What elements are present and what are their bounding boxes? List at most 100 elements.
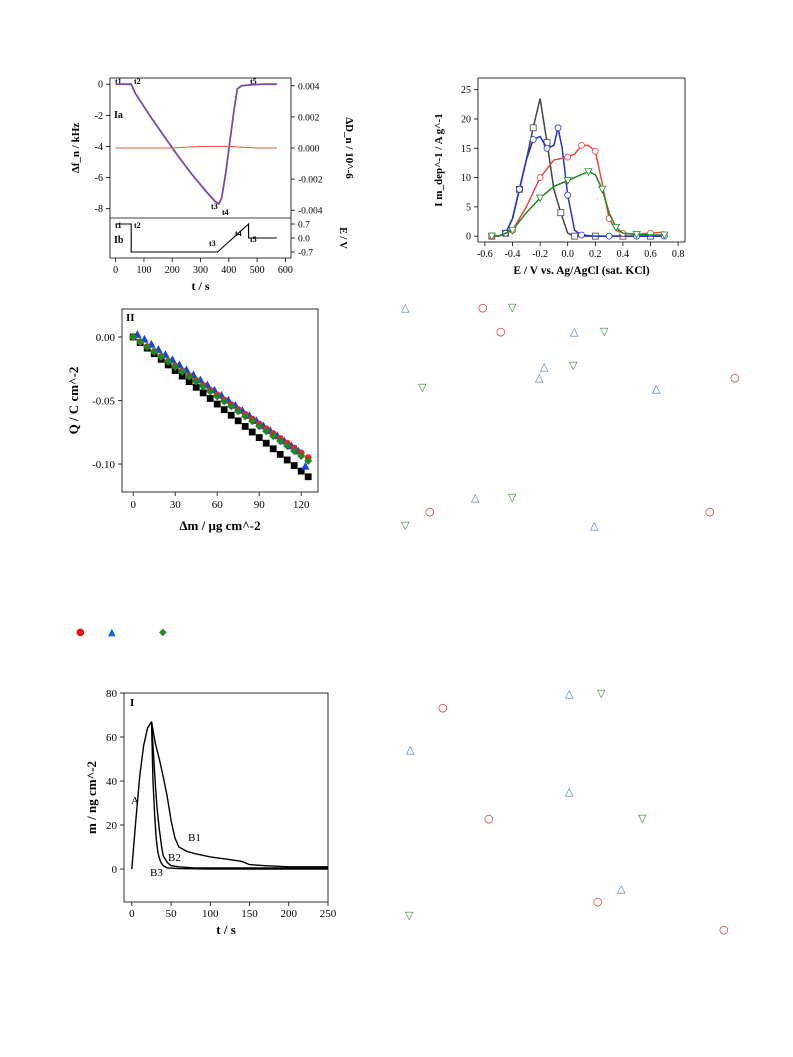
data-point: [543, 139, 551, 146]
series-line: [115, 222, 277, 253]
inline-symbol: ▽: [638, 812, 647, 825]
x-tick-label: 120: [293, 499, 310, 511]
data-point: [536, 174, 544, 181]
data-point: [164, 357, 173, 366]
data-point: [178, 367, 186, 375]
inline-symbol: △: [617, 882, 626, 895]
y-left-tick-label: -8: [95, 204, 103, 215]
y-right-tick-label: 0.000: [298, 145, 320, 155]
data-point: [259, 421, 268, 430]
plot-frame: [109, 77, 292, 259]
y-left-tick-label: -2: [95, 111, 103, 122]
data-point: [605, 232, 613, 240]
data-point: [297, 449, 305, 457]
x-tick-label: 50: [166, 908, 178, 920]
data-point: [154, 345, 163, 353]
series-line: [150, 721, 328, 869]
plot-frame: [121, 308, 319, 493]
inline-symbol: △: [565, 687, 574, 700]
data-point: [516, 185, 523, 193]
y-axis-label: I m_dep^-1 / A g^-1: [433, 113, 445, 206]
data-point: [290, 444, 298, 452]
data-point: [157, 352, 166, 361]
data-point: [171, 367, 179, 374]
data-point: [143, 343, 151, 351]
data-point: [598, 185, 607, 194]
x-tick-label: 0.0: [561, 249, 574, 260]
data-point: [203, 380, 212, 389]
y-axis-label: m / ng cm^-2: [84, 761, 99, 834]
e-axis-label: E / V: [337, 227, 348, 249]
y-axis-label-left: Δf_n / kHz: [70, 123, 82, 173]
data-point: [248, 415, 256, 423]
time-marker: t4: [222, 208, 229, 217]
x-tick-label: 200: [281, 908, 298, 920]
data-point: [283, 456, 291, 464]
data-point: [283, 441, 292, 451]
data-point: [591, 147, 599, 155]
data-point: [287, 441, 296, 450]
data-point: [171, 362, 179, 370]
x-tick-label: 250: [320, 908, 337, 920]
data-point: [564, 191, 572, 199]
y-left-tick-label: 0: [98, 80, 103, 91]
data-point: [647, 232, 654, 240]
data-point: [206, 387, 215, 396]
data-point: [129, 332, 138, 342]
data-point: [535, 194, 545, 203]
data-point: [276, 434, 284, 442]
x-tick-label: 600: [278, 265, 293, 276]
data-point: [241, 410, 249, 418]
y-tick-label: 20: [106, 820, 118, 832]
y-tick-label: 10: [461, 173, 471, 184]
series-line: [491, 98, 665, 237]
x-tick-label: 0: [130, 499, 136, 511]
time-marker: t3: [211, 202, 218, 211]
inline-symbol: △: [540, 360, 549, 373]
data-point: [161, 350, 170, 358]
series-line: [131, 721, 153, 870]
y-right-tick-label: -0.002: [298, 176, 323, 186]
data-point: [262, 427, 271, 436]
data-point: [304, 456, 313, 465]
data-point: [234, 417, 242, 425]
series-line: [491, 144, 665, 237]
data-point: [220, 406, 228, 414]
data-point: [189, 370, 198, 379]
data-point: [136, 338, 144, 346]
inline-symbol: ▽: [600, 325, 609, 338]
data-point: [192, 377, 200, 384]
data-point: [136, 339, 144, 346]
data-point: [185, 378, 193, 386]
data-point: [241, 412, 250, 421]
data-point: [255, 420, 263, 428]
data-point: [234, 405, 242, 413]
e-tick-label: -0.7: [298, 249, 313, 259]
data-point: [276, 450, 284, 458]
data-point: [129, 333, 137, 341]
data-point: [557, 209, 565, 217]
data-point: [196, 375, 205, 384]
y-tick-label: 5: [466, 202, 471, 213]
data-point: [290, 446, 299, 456]
data-point: [252, 416, 261, 424]
time-marker: t1: [115, 77, 122, 86]
data-point: [164, 357, 172, 365]
time-marker: t2: [134, 221, 141, 230]
data-point: [182, 365, 191, 374]
data-point: [255, 434, 263, 442]
subpanel-label: Ia: [114, 110, 123, 121]
curve-label: B3: [150, 867, 163, 879]
inline-symbol: △: [652, 382, 661, 395]
data-point: [178, 367, 187, 376]
panel-label: II: [126, 312, 135, 324]
y-left-tick-label: -6: [95, 173, 103, 184]
data-point: [660, 231, 669, 240]
inline-symbol: ▽: [508, 301, 517, 314]
data-point: [241, 423, 249, 430]
data-point: [206, 395, 214, 402]
data-point: [611, 223, 621, 232]
inline-symbol: ○: [438, 701, 448, 714]
